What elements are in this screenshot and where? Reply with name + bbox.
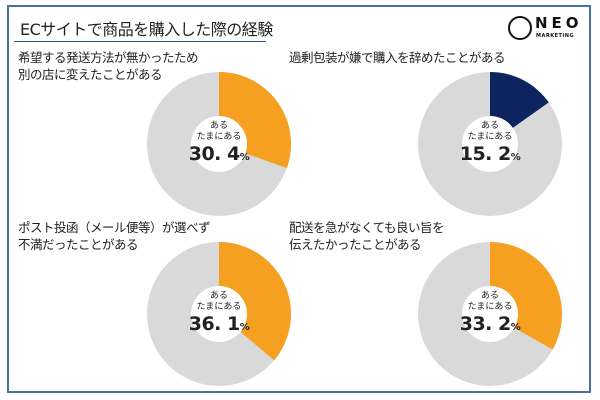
question-line: 過剰包装が嫌で購入を辞めたことがある — [289, 50, 506, 65]
question-line: 配送を急がなくても良い旨を — [289, 220, 445, 235]
page-title: ECサイトで商品を購入した際の経験 — [20, 20, 273, 39]
question-line: ポスト投函（メール便等）が選べず — [18, 220, 211, 235]
value-number: 33. 2 — [459, 313, 512, 335]
value-label: 33. 2% — [450, 313, 530, 339]
label-aru: ある — [209, 121, 228, 131]
donut-center-label: ある たまにある 15. 2% — [450, 121, 530, 169]
chart-question: ポスト投函（メール便等）が選べず 不満だったことがある — [18, 219, 211, 253]
neo-marketing-logo: NEO MARKETING — [508, 14, 588, 44]
question-line: 希望する発送方法が無かったため — [18, 50, 199, 65]
donut-hole — [462, 286, 518, 342]
question-line: 伝えたかったことがある — [289, 237, 422, 252]
question-line: 不満だったことがある — [18, 237, 139, 252]
label-tamani: たまにある — [196, 132, 242, 142]
donut-hole — [191, 286, 247, 342]
question-line: 別の店に変えたことがある — [18, 67, 163, 82]
value-number: 30. 4 — [188, 143, 241, 165]
value-label: 15. 2% — [450, 143, 530, 169]
value-unit: % — [239, 322, 250, 333]
label-tamani: たまにある — [196, 302, 242, 312]
value-label: 30. 4% — [179, 143, 259, 169]
chart-question: 過剰包装が嫌で購入を辞めたことがある — [289, 49, 506, 66]
label-tamani: たまにある — [467, 132, 513, 142]
donut-hole — [462, 116, 518, 172]
value-number: 15. 2 — [459, 143, 512, 165]
logo-wave-icon — [508, 16, 532, 40]
donut-center-label: ある たまにある 30. 4% — [179, 121, 259, 169]
label-aru: ある — [480, 291, 499, 301]
donut-center-label: ある たまにある 33. 2% — [450, 291, 530, 339]
value-number: 36. 1 — [188, 313, 241, 335]
value-label: 36. 1% — [179, 313, 259, 339]
value-unit: % — [239, 152, 250, 163]
logo-sub: MARKETING — [536, 33, 575, 39]
value-unit: % — [510, 322, 521, 333]
chart-question: 配送を急がなくても良い旨を 伝えたかったことがある — [289, 219, 445, 253]
chart-question: 希望する発送方法が無かったため 別の店に変えたことがある — [18, 49, 199, 83]
title-underline — [14, 41, 266, 42]
value-unit: % — [510, 152, 521, 163]
label-tamani: たまにある — [467, 302, 513, 312]
logo-name: NEO — [535, 14, 583, 32]
donut-hole — [191, 116, 247, 172]
label-aru: ある — [209, 291, 228, 301]
donut-center-label: ある たまにある 36. 1% — [179, 291, 259, 339]
donut-value-slice — [219, 242, 291, 361]
label-aru: ある — [480, 121, 499, 131]
